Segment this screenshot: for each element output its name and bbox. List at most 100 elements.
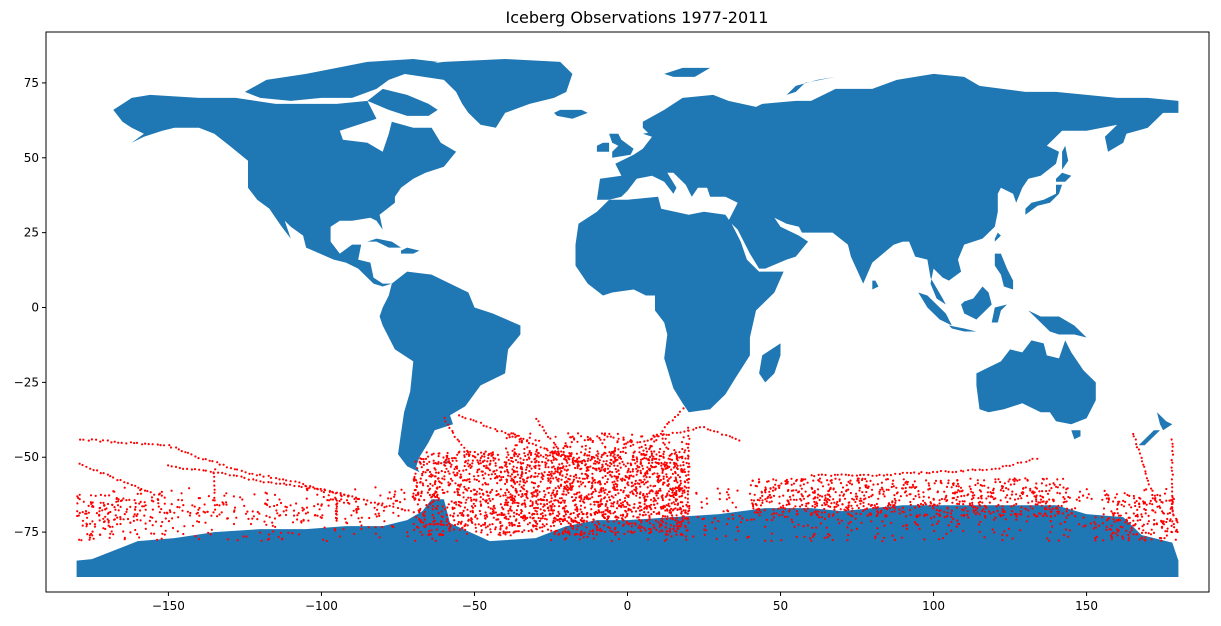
iceberg-observation-point bbox=[461, 511, 464, 515]
iceberg-observation-point bbox=[198, 514, 201, 517]
iceberg-observation-point bbox=[869, 479, 872, 482]
iceberg-observation-point bbox=[653, 435, 656, 438]
iceberg-observation-point bbox=[608, 432, 611, 435]
iceberg-observation-point bbox=[399, 501, 402, 504]
iceberg-observation-point bbox=[962, 470, 965, 473]
iceberg-observation-point bbox=[780, 539, 783, 542]
iceberg-observation-point bbox=[828, 534, 831, 537]
iceberg-observation-point bbox=[1174, 530, 1177, 533]
iceberg-observation-point bbox=[305, 497, 308, 500]
iceberg-observation-point bbox=[589, 459, 592, 462]
iceberg-observation-point bbox=[516, 480, 519, 484]
iceberg-observation-point bbox=[741, 517, 744, 520]
iceberg-observation-point bbox=[81, 510, 84, 514]
iceberg-observation-point bbox=[676, 481, 679, 484]
iceberg-observation-point bbox=[665, 538, 668, 541]
iceberg-observation-point bbox=[464, 417, 467, 420]
iceberg-observation-point bbox=[151, 508, 154, 511]
iceberg-observation-point bbox=[516, 434, 519, 437]
iceberg-observation-point bbox=[584, 448, 587, 451]
iceberg-observation-point bbox=[437, 497, 440, 500]
iceberg-observation-point bbox=[649, 506, 652, 509]
iceberg-observation-point bbox=[575, 506, 578, 509]
iceberg-observation-point bbox=[151, 524, 154, 527]
iceberg-observation-point bbox=[139, 509, 142, 512]
iceberg-observation-point bbox=[687, 481, 690, 484]
land-sumatra bbox=[918, 292, 952, 326]
iceberg-observation-point bbox=[125, 510, 128, 513]
iceberg-observation-point bbox=[792, 482, 796, 485]
iceberg-observation-point bbox=[804, 478, 807, 481]
iceberg-observation-point bbox=[621, 479, 624, 482]
iceberg-observation-point bbox=[448, 527, 451, 530]
iceberg-observation-point bbox=[521, 487, 525, 490]
iceberg-observation-point bbox=[655, 457, 658, 460]
iceberg-observation-point bbox=[565, 537, 568, 540]
iceberg-observation-point bbox=[186, 467, 189, 470]
iceberg-observation-point bbox=[423, 510, 426, 513]
iceberg-observation-point bbox=[563, 487, 566, 490]
iceberg-observation-point bbox=[567, 516, 570, 519]
iceberg-observation-point bbox=[579, 508, 582, 511]
iceberg-observation-point bbox=[622, 450, 625, 453]
iceberg-observation-point bbox=[587, 498, 590, 501]
iceberg-observation-point bbox=[381, 525, 384, 529]
iceberg-observation-point bbox=[998, 467, 1001, 470]
iceberg-observation-point bbox=[624, 465, 627, 468]
iceberg-observation-point bbox=[651, 461, 654, 464]
iceberg-observation-point bbox=[913, 521, 917, 524]
iceberg-observation-point bbox=[134, 508, 137, 511]
iceberg-observation-point bbox=[960, 469, 963, 472]
iceberg-observation-point bbox=[616, 500, 619, 503]
iceberg-observation-point bbox=[552, 441, 556, 444]
iceberg-observation-point bbox=[1138, 538, 1141, 541]
iceberg-observation-point bbox=[826, 493, 829, 496]
iceberg-observation-point bbox=[1027, 515, 1030, 518]
iceberg-observation-point bbox=[663, 461, 666, 464]
iceberg-observation-point bbox=[736, 526, 739, 529]
iceberg-observation-point bbox=[164, 529, 167, 532]
iceberg-observation-point bbox=[771, 532, 774, 535]
iceberg-observation-point bbox=[933, 529, 936, 533]
iceberg-observation-point bbox=[531, 530, 534, 533]
iceberg-observation-point bbox=[982, 508, 985, 511]
iceberg-observation-point bbox=[102, 501, 105, 504]
iceberg-observation-point bbox=[1168, 519, 1172, 523]
iceberg-observation-point bbox=[589, 513, 592, 516]
iceberg-observation-point bbox=[413, 475, 416, 479]
iceberg-observation-point bbox=[265, 523, 268, 526]
iceberg-observation-point bbox=[248, 472, 251, 475]
iceberg-observation-point bbox=[1035, 487, 1038, 490]
iceberg-observation-point bbox=[428, 532, 431, 535]
land-new-guinea bbox=[1028, 310, 1087, 338]
iceberg-observation-point bbox=[482, 523, 485, 526]
iceberg-observation-point bbox=[428, 470, 432, 474]
iceberg-observation-point bbox=[926, 513, 929, 517]
iceberg-observation-point bbox=[99, 472, 102, 475]
iceberg-observation-point bbox=[683, 451, 686, 454]
iceberg-observation-point bbox=[113, 440, 116, 443]
iceberg-observation-point bbox=[88, 538, 91, 541]
iceberg-observation-point bbox=[675, 533, 678, 536]
iceberg-observation-point bbox=[603, 516, 606, 519]
iceberg-observation-point bbox=[663, 539, 666, 542]
iceberg-observation-point bbox=[472, 498, 476, 501]
iceberg-observation-point bbox=[422, 484, 425, 487]
iceberg-observation-point bbox=[1025, 460, 1028, 463]
iceberg-observation-point bbox=[144, 522, 147, 525]
iceberg-observation-point bbox=[559, 483, 563, 486]
iceberg-observation-point bbox=[235, 516, 238, 519]
iceberg-observation-point bbox=[543, 495, 546, 498]
iceberg-observation-point bbox=[381, 502, 384, 505]
iceberg-observation-point bbox=[1176, 521, 1179, 524]
iceberg-observation-point bbox=[967, 469, 970, 472]
iceberg-observation-point bbox=[665, 522, 668, 525]
iceberg-observation-point bbox=[119, 516, 122, 519]
iceberg-observation-point bbox=[553, 520, 557, 523]
iceberg-observation-point bbox=[1144, 512, 1147, 515]
iceberg-observation-point bbox=[1115, 493, 1118, 496]
iceberg-observation-point bbox=[642, 514, 645, 517]
iceberg-observation-point bbox=[1126, 493, 1129, 496]
iceberg-observation-point bbox=[767, 495, 770, 498]
iceberg-observation-point bbox=[156, 443, 159, 446]
